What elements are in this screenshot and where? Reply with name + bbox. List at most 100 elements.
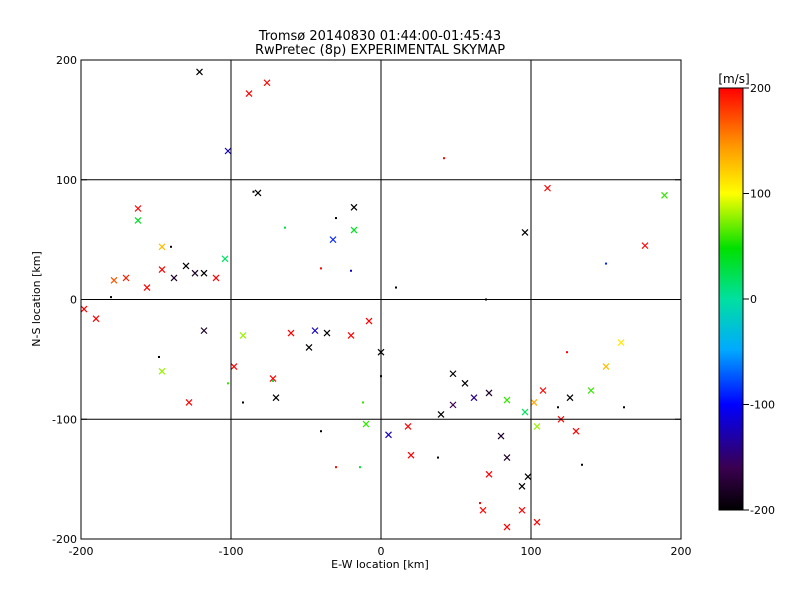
data-point-x [196,68,203,76]
data-point-x [350,226,358,234]
x-axis-label: E-W location [km] [331,558,429,571]
data-point-x [524,473,532,481]
chart-subtitle: RwPretec (8p) EXPERIMENTAL SKYMAP [255,43,505,58]
data-point-x [200,327,208,335]
y-tick-labels: -200 -100 0 100 200 [52,54,77,546]
data-point-x [530,399,538,406]
data-point-dot [350,269,352,272]
data-point-x [518,506,526,514]
data-point-dot [359,466,361,469]
data-point-x [311,327,319,335]
colorbar-tick-label: 100 [750,188,771,201]
data-point-x [479,506,487,514]
data-point-dot [158,355,160,358]
data-point-x [182,262,190,270]
data-point-x [602,363,610,370]
y-tick-label: 200 [56,54,77,67]
data-point-x [503,396,511,404]
data-point-x [470,394,478,402]
data-point-dot [335,217,337,220]
data-point-x [362,420,370,428]
data-point-dot [605,262,607,265]
data-point-x [521,408,529,416]
x-tick-label: -200 [69,545,94,558]
axis-ticks [80,59,682,540]
data-point-x [587,387,595,394]
data-point-x [350,203,358,211]
grid-lines [81,60,681,539]
data-point-dot [252,190,255,193]
data-point-x [521,229,529,236]
data-point-x [263,79,271,87]
data-point-x [122,274,130,282]
data-point-x [461,379,469,387]
data-point-x [305,343,313,351]
x-tick-label: -100 [219,545,244,558]
data-point-x [365,317,373,325]
data-point-dot [581,463,583,466]
data-point-dot [362,401,364,404]
data-point-x [239,332,247,339]
data-point-x [221,255,229,263]
colorbar-tick-label: 200 [750,82,771,95]
y-axis-label: N-S location [km] [30,251,43,347]
colorbar [718,87,744,511]
data-point-x [158,367,166,375]
data-point-x [539,387,547,394]
data-point-x [544,184,551,192]
colorbar-tick-labels: 200 100 0 -100 -200 [743,82,775,517]
data-point-x [485,470,493,478]
data-point-x [661,191,668,199]
data-point-dot [242,401,244,404]
data-point-x [404,423,412,430]
data-point-x [158,243,166,251]
data-point-dot [437,456,439,459]
data-point-x [617,339,625,347]
data-point-x [200,269,208,277]
data-point-x [245,90,253,97]
data-point-dot [623,406,625,409]
colorbar-label: [m/s] [718,72,749,86]
data-point-dot [170,245,172,248]
data-point-x [158,266,166,273]
data-point-x [407,451,415,459]
data-point-x [170,274,178,282]
data-point-x [254,189,262,197]
data-point-x [230,363,238,370]
data-point-dot [566,351,568,354]
data-point-x [81,305,88,313]
data-point-x [347,332,355,339]
data-point-dot [227,382,229,385]
data-point-x [518,482,526,490]
data-point-x [92,315,100,323]
data-point-dot [272,379,274,382]
data-points [81,68,668,531]
data-point-x [533,423,541,430]
colorbar-tick-label: -100 [750,399,775,412]
data-point-x [323,329,331,337]
data-point-x [272,394,280,402]
data-point-dot [320,267,322,270]
data-point-x [449,370,457,378]
data-point-dot [479,502,481,505]
data-point-x [224,147,232,155]
data-point-x [134,217,142,224]
data-point-x [437,411,445,418]
data-point-x [110,276,118,284]
x-tick-label: 200 [671,545,692,558]
data-point-dot [395,286,397,289]
x-tick-label: 100 [521,545,542,558]
y-tick-label: -200 [52,533,77,546]
data-point-x [185,399,193,406]
data-point-dot [557,406,559,409]
data-point-dot [320,430,322,433]
data-point-x [641,242,649,250]
y-tick-label: -100 [52,413,77,426]
y-tick-label: 0 [70,294,77,307]
data-point-x [503,454,511,461]
data-point-x [503,523,511,531]
x-tick-label: 0 [378,545,385,558]
data-point-x [329,236,337,244]
data-point-x [566,394,574,402]
